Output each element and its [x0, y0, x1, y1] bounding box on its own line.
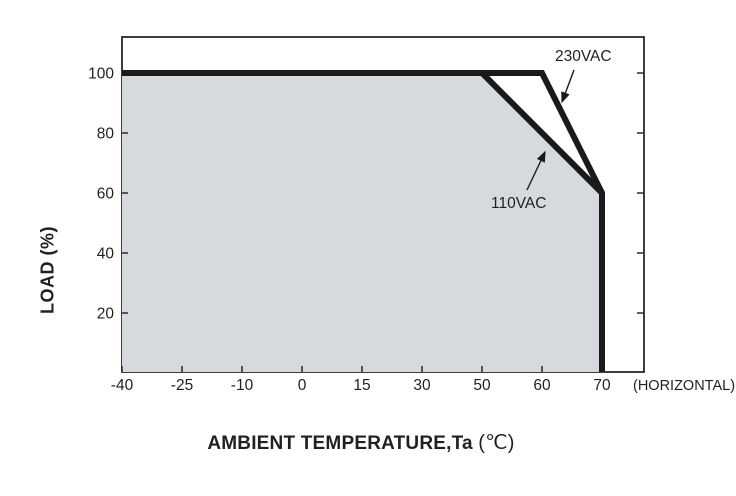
x-tick-label: 60 — [533, 377, 551, 394]
y-tick-label: 20 — [97, 306, 115, 323]
derating-region-fill — [122, 73, 602, 372]
series-label-110vac: 110VAC — [491, 195, 547, 212]
x-tick-label: -25 — [171, 377, 193, 394]
y-tick-label: 80 — [97, 126, 115, 143]
x-tick-label: -40 — [111, 377, 134, 394]
annotation-arrow-110vac — [526, 150, 546, 191]
x-axis-title-unit: (℃) — [478, 432, 515, 454]
x-axis-title: AMBIENT TEMPERATURE,Ta (℃) — [207, 430, 514, 455]
annotation-arrow-230vac — [561, 69, 575, 104]
y-axis-title: LOAD (%) — [37, 226, 58, 314]
y-tick-label: 60 — [97, 186, 115, 203]
x-tick-label: -10 — [231, 377, 254, 394]
x-tick-label: 0 — [298, 377, 307, 394]
x-tick-label: 30 — [413, 377, 431, 394]
y-tick-label: 40 — [97, 246, 115, 263]
series-label-230vac: 230VAC — [555, 48, 612, 65]
x-tick-label: 70 — [593, 377, 611, 394]
x-axis-horizontal-note: (HORIZONTAL) — [633, 378, 736, 394]
curve-110vac — [122, 70, 605, 372]
x-tick-label: 15 — [353, 377, 370, 394]
x-tick-label: 50 — [473, 377, 491, 394]
x-axis-title-text: AMBIENT TEMPERATURE,Ta — [207, 433, 473, 454]
y-tick-label: 100 — [88, 66, 114, 83]
